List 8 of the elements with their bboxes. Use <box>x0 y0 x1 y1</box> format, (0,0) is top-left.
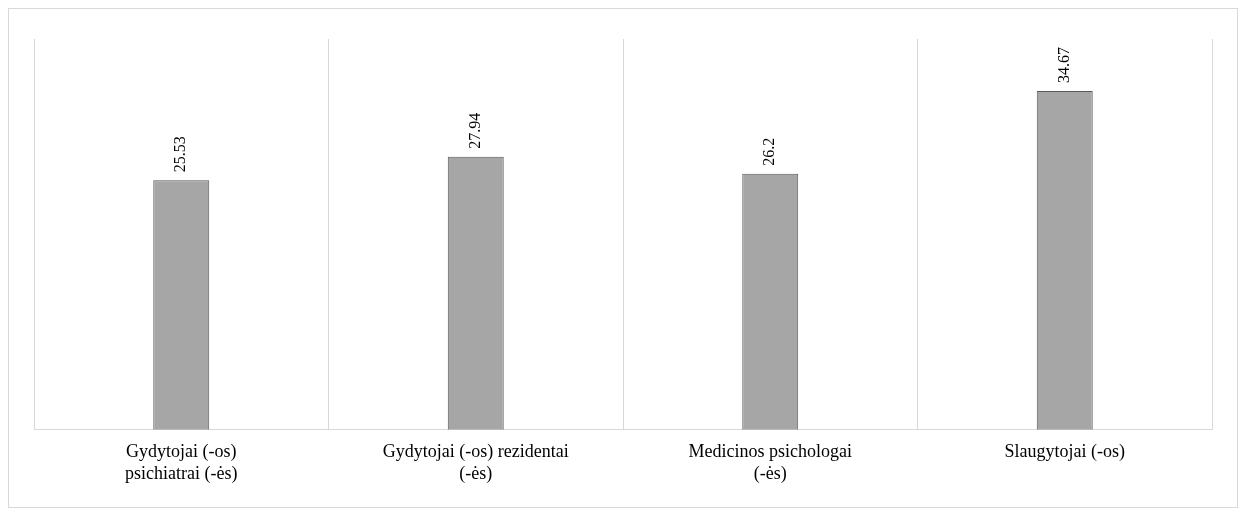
data-label: 27.94 <box>465 112 483 149</box>
x-tick-label: Gydytojai (-os) rezidentai (-ės) <box>382 441 569 484</box>
data-label: 34.67 <box>1054 47 1072 84</box>
data-label: 25.53 <box>171 136 189 173</box>
data-label: 26.2 <box>760 137 778 166</box>
x-tick-label: Gydytojai (-os) psichiatrai (-ės) <box>125 441 238 484</box>
x-tick-label: Medicinos psichologai (-ės) <box>688 441 852 484</box>
x-tick-label: Slaugytojai (-os) <box>1004 441 1125 463</box>
